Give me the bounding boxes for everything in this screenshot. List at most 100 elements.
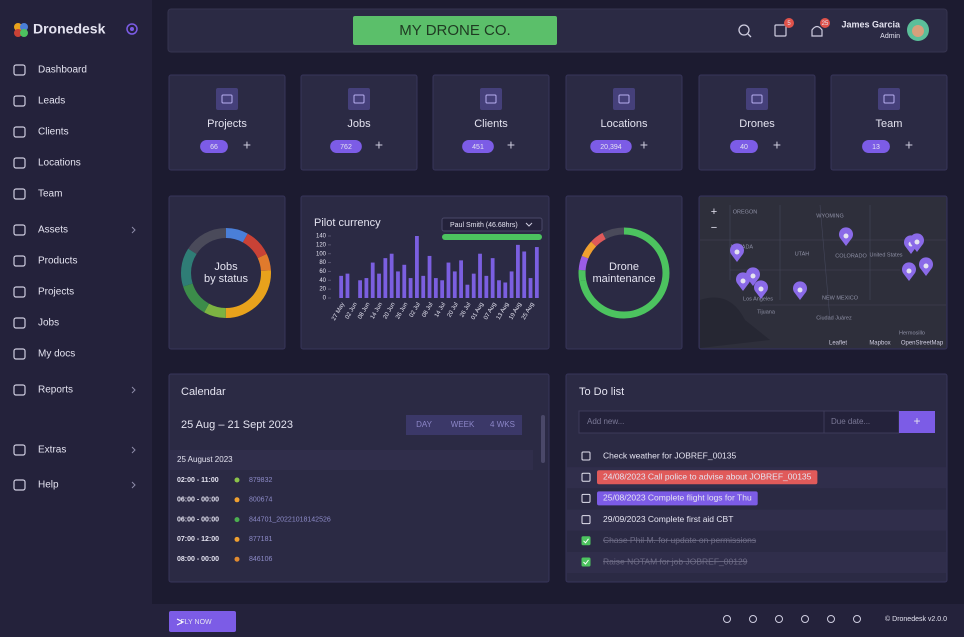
view-button[interactable] [483, 415, 522, 435]
map-label: UTAH [795, 251, 810, 257]
company-button[interactable] [353, 16, 557, 45]
day-label: 25 August 2023 [177, 455, 233, 464]
menu-item[interactable]: Extras [38, 445, 66, 456]
view-button[interactable] [406, 415, 442, 435]
collapse-dot [130, 27, 134, 31]
event-ref[interactable]: 877181 [249, 536, 272, 543]
calendar-card [168, 373, 550, 583]
pilot-selector[interactable] [441, 217, 543, 232]
stat-count: 451 [472, 144, 484, 151]
maintenance-card [565, 195, 683, 350]
submenu-chevron [131, 446, 136, 454]
search-icon[interactable] [738, 24, 750, 36]
todo-item: 25/08/2023 Complete flight logs for Thu [603, 493, 752, 503]
stat-pill[interactable] [462, 140, 494, 153]
stat-add[interactable]: + [640, 137, 648, 153]
badge [820, 18, 830, 28]
stat-add[interactable]: + [507, 137, 515, 153]
bar [534, 247, 539, 298]
map-label: Hermosillo [899, 330, 925, 336]
stat-glyph [353, 94, 365, 104]
todo-check [583, 559, 589, 565]
view-button[interactable] [442, 415, 483, 435]
bell-icon[interactable] [811, 25, 823, 37]
menu-item[interactable]: Help [38, 480, 59, 491]
stat-card [300, 74, 418, 171]
bar [396, 271, 400, 298]
map-zoom[interactable]: − [711, 222, 717, 234]
menu-item[interactable]: Reports [38, 385, 73, 396]
stat-icon [348, 88, 370, 110]
todo-checkbox[interactable] [581, 515, 591, 525]
map-label: COLORADO [835, 253, 867, 259]
todo-item: Chase Phil M. for update on permissions [603, 535, 756, 545]
event-ref[interactable]: 844701_20221018142526 [249, 516, 331, 523]
date-placeholder: Due date... [831, 417, 870, 426]
chart-title: Pilot currency [314, 217, 381, 229]
footer-icon[interactable] [723, 615, 731, 623]
menu-item[interactable]: Jobs [38, 318, 59, 329]
event-dot [234, 477, 240, 483]
menu-item[interactable]: Clients [38, 127, 69, 138]
map-zoom[interactable]: + [711, 206, 717, 218]
menu-item[interactable]: Dashboard [38, 65, 87, 76]
bar [516, 244, 520, 298]
menu-item[interactable]: Locations [38, 158, 81, 169]
stat-pill[interactable] [730, 140, 758, 153]
bar [471, 273, 476, 298]
stat-pill[interactable] [590, 140, 632, 153]
event-ref[interactable]: 846106 [249, 556, 272, 563]
menu-item[interactable]: Products [38, 256, 77, 267]
event-time: 08:00 - 00:00 [177, 556, 219, 563]
footer-icon[interactable] [801, 615, 809, 623]
bar [370, 262, 375, 298]
menu-icon [13, 255, 26, 267]
jobs-icon[interactable] [774, 24, 787, 37]
footer-icon[interactable] [853, 615, 861, 623]
event-ref[interactable]: 879832 [249, 477, 272, 484]
badge [784, 18, 794, 28]
bar [377, 273, 381, 298]
todo-checkbox[interactable] [581, 557, 591, 567]
collapse-toggle[interactable] [126, 23, 138, 35]
footer-icon[interactable] [775, 615, 783, 623]
bar [446, 262, 451, 298]
stat-add[interactable]: + [375, 137, 383, 153]
calendar-title: Calendar [181, 386, 226, 398]
event-dot [234, 556, 240, 562]
todo-checkbox[interactable] [581, 493, 591, 503]
bar [433, 278, 438, 298]
map-label: OREGON [733, 209, 757, 215]
bar [339, 275, 344, 298]
todo-checkbox[interactable] [581, 472, 591, 482]
stat-pill[interactable] [862, 140, 890, 153]
stat-glyph [485, 94, 497, 104]
bar [490, 258, 495, 298]
map-label: WYOMING [816, 213, 844, 219]
menu-item[interactable]: Projects [38, 287, 74, 298]
bar [358, 280, 362, 298]
stat-add[interactable]: + [773, 137, 781, 153]
menu-item[interactable]: Leads [38, 96, 65, 107]
footer-bar [152, 604, 964, 637]
stat-pill[interactable] [330, 140, 362, 153]
footer-icon[interactable] [749, 615, 757, 623]
menu-item[interactable]: Assets [38, 225, 68, 236]
event-time: 06:00 - 00:00 [177, 497, 219, 504]
search-handle [747, 33, 752, 38]
menu-icon [13, 224, 26, 236]
donut-segment [578, 227, 670, 319]
event-ref[interactable]: 800674 [249, 497, 272, 504]
todo-check [583, 538, 589, 544]
menu-item[interactable]: My docs [38, 349, 75, 360]
footer-icon[interactable] [827, 615, 835, 623]
map-pin-dot [797, 287, 803, 293]
todo-checkbox[interactable] [581, 536, 591, 546]
todo-checkbox[interactable] [581, 451, 591, 461]
fly-now-button[interactable] [169, 611, 236, 632]
stat-pill[interactable] [200, 140, 228, 153]
todo-add-button[interactable] [899, 411, 935, 433]
menu-item[interactable]: Team [38, 189, 62, 200]
stat-add[interactable]: + [243, 137, 251, 153]
stat-add[interactable]: + [905, 137, 913, 153]
